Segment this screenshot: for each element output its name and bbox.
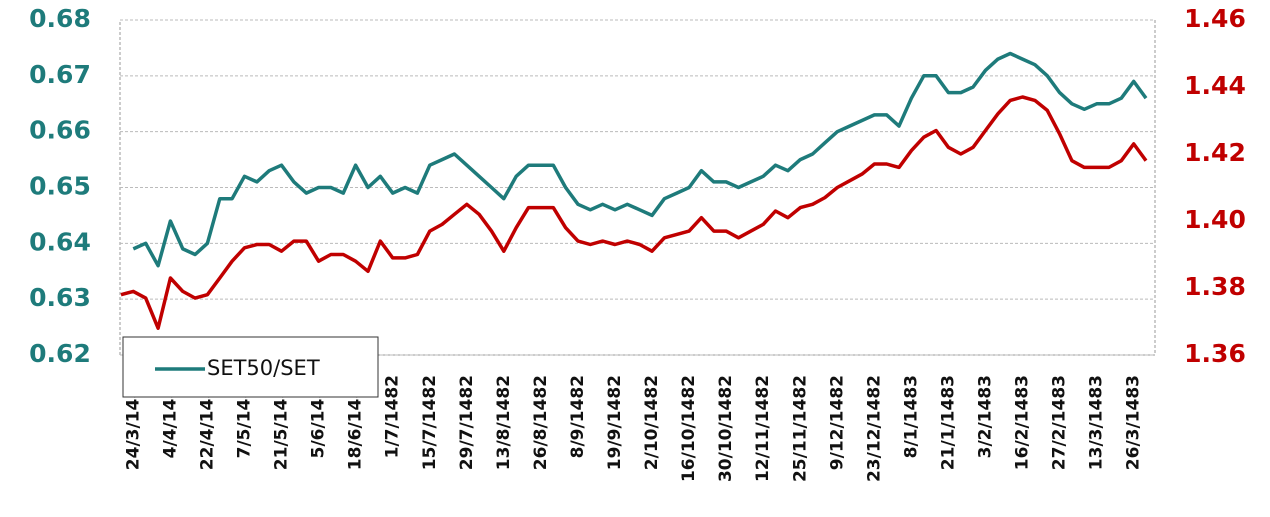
x-tick-label: 8/9/1482 — [568, 375, 588, 458]
x-tick-label: 24/3/1482 — [123, 375, 143, 470]
x-tick-label: 9/12/1482 — [827, 375, 847, 470]
x-tick-label: 25/11/1482 — [790, 375, 810, 482]
x-tick-label: 26/3/1483 — [1124, 375, 1144, 470]
y-tick-label: 0.62 — [29, 339, 91, 368]
y2-tick-label: 1.46 — [1184, 4, 1246, 33]
x-tick-label: 18/6/1482 — [346, 375, 366, 470]
y-tick-label: 0.63 — [29, 283, 91, 312]
x-tick-label: 16/10/1482 — [679, 375, 699, 482]
x-tick-label: 13/3/1483 — [1087, 375, 1107, 470]
y-tick-label: 0.64 — [29, 227, 91, 256]
x-tick-label: 19/9/1482 — [605, 375, 625, 470]
x-tick-label: 1/7/1482 — [383, 375, 403, 458]
y2-tick-label: 1.36 — [1184, 339, 1246, 368]
y2-tick-label: 1.40 — [1184, 205, 1246, 234]
x-tick-label: 21/5/1482 — [272, 375, 292, 470]
x-tick-label: 22/4/1482 — [197, 375, 217, 470]
y-tick-label: 0.67 — [29, 60, 91, 89]
x-tick-label: 3/2/1483 — [976, 375, 996, 458]
x-tick-label: 13/8/1482 — [494, 375, 514, 470]
series-line — [132, 51, 1148, 268]
y2-tick-label: 1.38 — [1184, 272, 1246, 301]
series-line — [120, 95, 1148, 330]
x-tick-label: 23/12/1482 — [864, 375, 884, 482]
x-tick-label: 15/7/1482 — [420, 375, 440, 470]
legend-label: SET50/SET — [207, 356, 320, 380]
x-tick-label: 21/1/1483 — [938, 375, 958, 470]
x-tick-label: 26/8/1482 — [531, 375, 551, 470]
x-tick-label: 16/2/1483 — [1013, 375, 1033, 470]
y2-tick-label: 1.42 — [1184, 138, 1246, 167]
y2-tick-label: 1.44 — [1184, 71, 1246, 100]
x-tick-label: 12/11/1482 — [753, 375, 773, 482]
x-tick-label: 29/7/1482 — [457, 375, 477, 470]
y-tick-label: 0.68 — [29, 4, 91, 33]
x-tick-label: 27/2/1483 — [1050, 375, 1070, 470]
legend-box — [122, 336, 379, 398]
x-tick-label: 8/1/1483 — [901, 375, 921, 458]
y-tick-label: 0.65 — [29, 172, 91, 201]
x-tick-label: 30/10/1482 — [716, 375, 736, 482]
y-tick-label: 0.66 — [29, 116, 91, 145]
x-tick-label: 2/10/1482 — [642, 375, 662, 470]
